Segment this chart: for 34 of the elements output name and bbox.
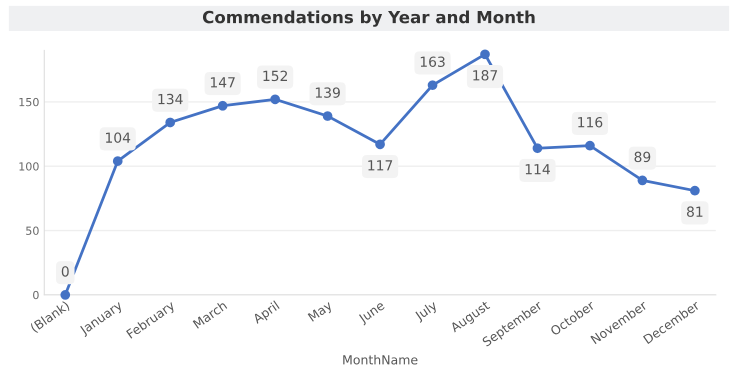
data-label: 0: [62, 266, 69, 277]
point: [270, 94, 280, 104]
y-tick-label: 0: [33, 290, 39, 300]
y-tick-label: 50: [26, 226, 39, 235]
point: [480, 49, 490, 60]
data-label: 134: [158, 94, 183, 104]
point: [165, 118, 176, 128]
data-label: 114: [526, 164, 550, 174]
point: [585, 140, 595, 151]
point: [375, 139, 385, 150]
y-tick-label: 100: [19, 162, 39, 171]
point: [428, 80, 438, 90]
point: [112, 156, 123, 166]
data-label: 152: [263, 70, 287, 82]
data-label: 117: [368, 160, 392, 170]
x-tick-label: May: [308, 300, 334, 324]
x-tick-label: July: [414, 300, 440, 323]
chart-title: Commendations by Year and Month: [202, 10, 535, 27]
point: [218, 100, 228, 111]
x-axis-title: MonthName: [343, 354, 418, 365]
data-label: 147: [210, 77, 235, 88]
data-label: 139: [316, 87, 340, 98]
point: [60, 290, 70, 300]
point: [690, 186, 700, 196]
data-label: 89: [634, 152, 650, 162]
point: [638, 176, 648, 186]
point: [322, 111, 332, 121]
data-label: 81: [686, 206, 702, 217]
data-label: 104: [106, 132, 130, 143]
point: [532, 143, 542, 154]
data-label: 163: [420, 56, 445, 67]
data-label: 116: [578, 116, 602, 128]
y-tick-label: 150: [19, 98, 39, 106]
data-label: 187: [473, 70, 498, 81]
